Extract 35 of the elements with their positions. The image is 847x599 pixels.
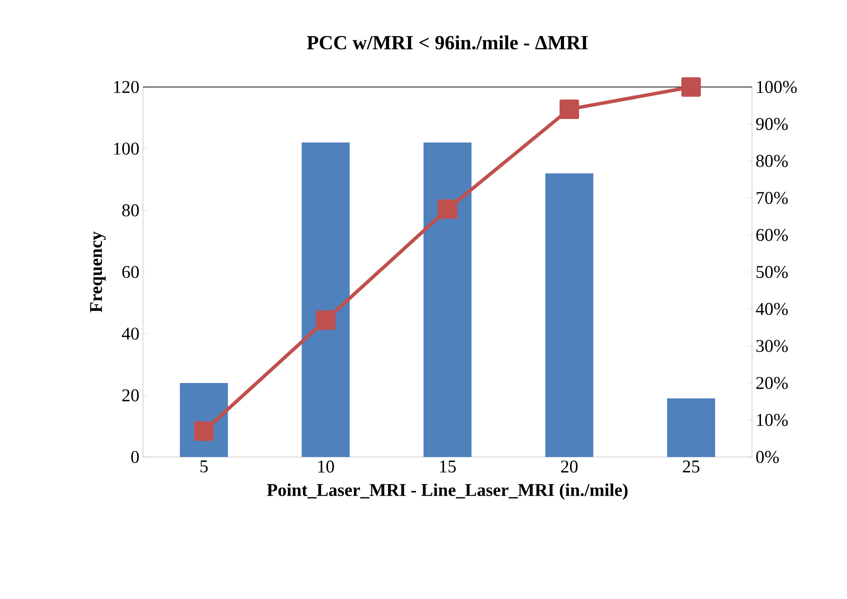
bar (424, 142, 472, 457)
y-tick-label: 120 (114, 80, 139, 94)
x-tick-label: 25 (682, 460, 700, 473)
y2-tick-label: 0% (756, 450, 779, 464)
y2-tick-label: 80% (756, 154, 788, 168)
y-tick-label: 60 (122, 266, 139, 278)
x-tick-label: 20 (561, 460, 578, 473)
y2-tick-label: 50% (756, 266, 788, 278)
y-tick-label: 20 (122, 389, 139, 402)
y-tick-label: 0 (131, 450, 139, 464)
x-axis-title: Point_Laser_MRI - Line_Laser_MRI (in./mile) (267, 483, 628, 500)
bar (302, 142, 350, 457)
y2-tick-label: 40% (756, 302, 788, 316)
y-tick-label: 100 (114, 142, 139, 155)
point (316, 310, 336, 330)
y2-tick-label: 10% (757, 414, 788, 426)
point (194, 421, 214, 441)
point (560, 99, 580, 119)
y-tick-label: 80 (122, 204, 139, 216)
y2-tick-label: 100% (757, 80, 797, 94)
y-tick-label: 40 (122, 328, 139, 340)
chart-title: PCC w/MRI < 96in./mile - ΔMRI (306, 35, 588, 50)
bar (667, 398, 716, 457)
y2-tick-label: 20% (756, 376, 788, 390)
y2-tick-label: 70% (756, 192, 788, 204)
y-axis-title: Frequency (90, 231, 106, 312)
x-tick-label: 15 (440, 460, 456, 473)
y2-tick-label: 60% (756, 228, 788, 242)
x-tick-label: 5 (200, 460, 208, 472)
y2-tick-label: 30% (756, 340, 788, 352)
point (681, 77, 701, 97)
y2-tick-label: 90% (756, 118, 788, 130)
x-tick-label: 10 (318, 460, 334, 473)
point (438, 199, 458, 219)
bar (545, 173, 594, 457)
